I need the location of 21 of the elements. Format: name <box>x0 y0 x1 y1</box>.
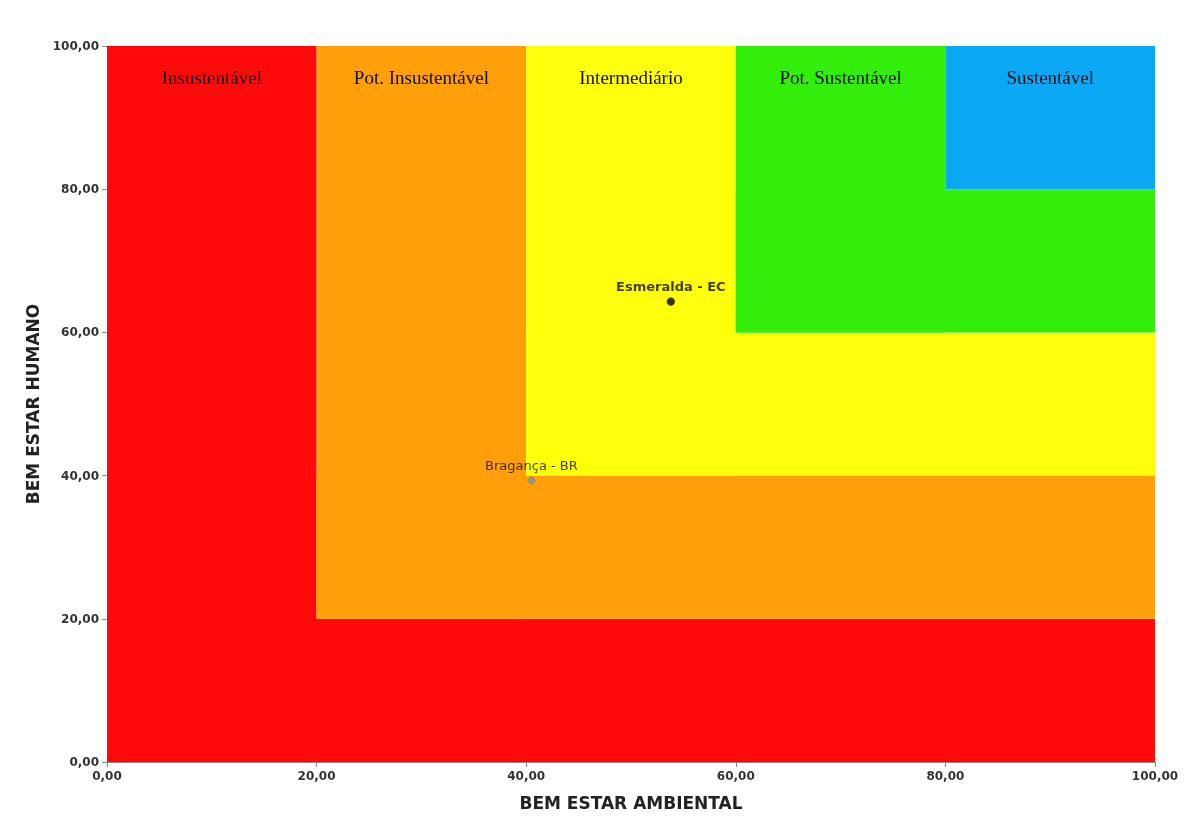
y-tick-label: 40,00 <box>61 468 99 483</box>
y-tick-label: 100,00 <box>52 39 99 53</box>
y-tick-label: 0,00 <box>69 755 99 769</box>
series-label: Bragança - BR <box>485 458 578 474</box>
y-axis-title: BEM ESTAR HUMANO <box>22 303 43 505</box>
band-label: Intermediário <box>579 67 683 88</box>
series-label: Esmeralda - EC <box>616 279 726 295</box>
x-tick-label: 100,00 <box>1131 769 1179 783</box>
x-tick-label: 40,00 <box>507 769 546 783</box>
y-tick-label: 80,00 <box>61 182 99 197</box>
band-label: Sustentável <box>1006 67 1094 88</box>
x-tick-label: 80,00 <box>926 769 965 783</box>
band-label: Pot. Insustentável <box>353 67 489 88</box>
y-tick-label: 20,00 <box>61 611 99 626</box>
y-tick-label: 60,00 <box>61 325 99 340</box>
x-tick-label: 60,00 <box>716 769 755 783</box>
band-label: Pot. Sustentável <box>779 67 902 88</box>
x-tick-label: 20,00 <box>297 769 336 783</box>
x-axis-title: BEM ESTAR AMBIENTAL <box>519 792 743 813</box>
x-tick-label: 0,00 <box>92 769 122 783</box>
band-label: Insustentável <box>161 67 262 88</box>
